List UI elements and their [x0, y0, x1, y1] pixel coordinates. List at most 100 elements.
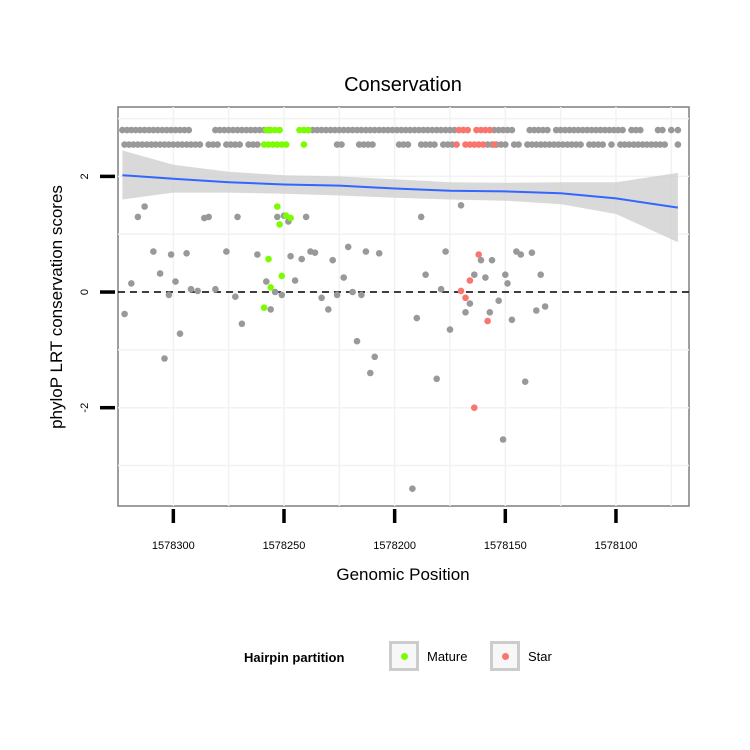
data-point-other [150, 248, 157, 255]
data-point-other [409, 485, 416, 493]
data-point-other [212, 285, 219, 293]
plot-panel [117, 106, 690, 507]
data-point-other [362, 248, 370, 255]
data-point-other [488, 256, 496, 264]
legend-dot-mature [400, 652, 408, 660]
data-point-other [311, 249, 319, 256]
data-point-other [325, 306, 332, 313]
y-tick-label: 2 [79, 173, 91, 179]
data-point-other [367, 369, 374, 377]
data-point-mature [260, 304, 268, 312]
data-point-other [254, 141, 261, 148]
data-point-other [471, 271, 478, 279]
data-point-other [446, 326, 454, 333]
data-point-other [371, 353, 379, 361]
data-point-other [176, 330, 184, 338]
data-point-other [234, 213, 241, 221]
data-point-other [329, 256, 337, 264]
smooth-line [122, 174, 679, 209]
data-point-other [413, 314, 421, 322]
data-point-other [194, 287, 201, 295]
data-point-other [541, 303, 549, 310]
data-point-other [165, 291, 173, 299]
data-point-other [271, 288, 279, 296]
data-point-other [495, 297, 503, 305]
data-point-other [167, 251, 175, 258]
x-tick-label: 1578150 [484, 540, 527, 552]
data-point-other [533, 307, 540, 314]
chart-title: Conservation [344, 74, 462, 96]
data-point-mature [276, 126, 283, 134]
data-point-other [134, 213, 142, 221]
data-point-mature [274, 203, 281, 210]
data-point-other [333, 291, 341, 299]
data-point-other [544, 126, 551, 134]
data-point-other [291, 277, 299, 284]
data-point-other [274, 213, 281, 221]
data-point-other [161, 355, 168, 362]
data-point-star [484, 317, 491, 325]
data-point-star [464, 126, 472, 134]
data-point-other [358, 291, 365, 299]
data-point-other [214, 141, 221, 148]
data-point-other [674, 126, 682, 134]
legend-key-mature [389, 641, 419, 671]
smooth-confidence-band [122, 150, 678, 243]
data-point-other [375, 250, 383, 257]
data-point-other [482, 274, 489, 281]
data-point-star [471, 404, 478, 412]
y-tick-label: -2 [79, 403, 91, 413]
legend-key-star [490, 641, 520, 671]
data-point-other [668, 126, 675, 134]
data-point-other [236, 141, 243, 148]
data-point-other [344, 243, 352, 251]
data-point-star [462, 294, 469, 302]
data-point-other [674, 141, 682, 148]
x-tick-label: 1578250 [263, 540, 306, 552]
data-point-other [369, 141, 376, 148]
y-axis-label: phyloP LRT conservation scores [47, 185, 66, 429]
data-point-other [457, 202, 465, 209]
data-point-mature [300, 141, 308, 148]
data-point-other [232, 293, 239, 301]
data-point-mature [267, 284, 275, 291]
data-point-other [349, 288, 356, 296]
data-point-other [318, 294, 325, 302]
loess-smooth-line [122, 174, 679, 209]
data-point-other [486, 309, 494, 316]
data-point-other [404, 141, 412, 148]
data-point-other [185, 126, 193, 134]
data-point-other [537, 271, 544, 279]
data-point-other [287, 252, 294, 260]
y-tick-label: 0 [79, 289, 91, 295]
legend-label-star: Star [528, 648, 552, 664]
x-tick-label: 1578300 [152, 540, 195, 552]
data-point-other [528, 249, 536, 256]
legend-dot-star [501, 652, 509, 660]
data-point-other [156, 270, 164, 277]
data-point-other [172, 278, 179, 285]
data-point-other [502, 271, 509, 279]
data-point-other [502, 141, 509, 148]
data-point-mature [282, 141, 290, 148]
data-point-mature [265, 255, 272, 263]
data-point-other [238, 320, 246, 328]
data-point-star [490, 141, 498, 148]
data-point-other [338, 141, 345, 148]
legend: Hairpin partition Mature Star [0, 636, 750, 680]
data-point-other [187, 285, 195, 293]
data-point-other [442, 248, 449, 255]
data-point-other [302, 213, 310, 221]
data-point-mature [305, 126, 312, 134]
data-point-star [475, 251, 483, 258]
data-point-star [466, 277, 474, 284]
x-tick-label: 1578200 [373, 540, 416, 552]
data-point-other [417, 213, 425, 221]
x-axis-label: Genomic Position [336, 565, 469, 584]
data-point-other [205, 213, 212, 221]
axes: 1578300 1578250 1578200 1578150 1578100 2 0 -2 [79, 173, 637, 552]
data-point-star [453, 141, 460, 148]
data-point-other [499, 436, 507, 443]
data-point-other [661, 141, 668, 148]
